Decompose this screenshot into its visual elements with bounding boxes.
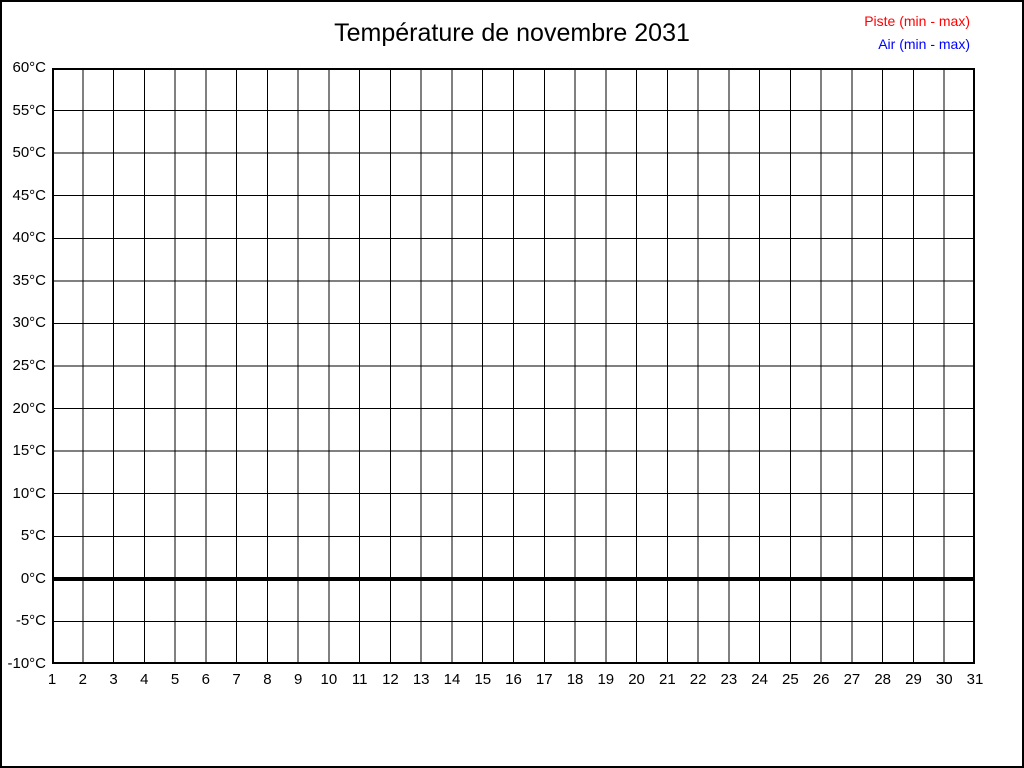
x-tick-label: 23 [720,671,738,688]
chart-title: Température de novembre 2031 [334,19,690,47]
x-tick-label: 7 [232,671,241,688]
x-tick-label: 3 [109,671,118,688]
y-tick-label: 5°C [20,527,46,545]
x-tick-label: 4 [140,671,149,688]
y-tick-label: 50°C [12,144,46,162]
x-tick-label: 19 [597,671,615,688]
plot-border [52,68,975,664]
legend: Piste (min - max) Air (min - max) [864,10,970,56]
x-tick-label: 11 [351,671,368,688]
y-tick-label: 55°C [12,101,46,119]
x-tick-label: 25 [782,671,799,688]
x-tick-label: 2 [78,671,87,688]
y-tick-label: 25°C [12,357,46,374]
y-tick-label: 30°C [12,314,46,332]
x-tick-label: 1 [47,671,57,688]
x-tick-label: 20 [628,671,645,688]
x-tick-label: 14 [443,671,461,688]
y-tick-label: 35°C [12,271,46,289]
y-tick-label: 10°C [12,484,46,502]
y-tick-label: 15°C [12,442,46,460]
x-tick-label: 8 [263,671,272,688]
x-tick-label: 5 [170,671,180,688]
x-tick-label: 28 [874,671,892,688]
x-tick-label: 9 [293,671,303,688]
y-tick-label: 40°C [12,229,46,247]
x-tick-label: 24 [751,671,768,688]
x-tick-label: 17 [535,671,553,688]
y-tick-label: -5°C [15,612,46,630]
y-tick-label: 20°C [12,399,46,417]
x-tick-label: 21 [658,671,676,688]
legend-item-air: Air (min - max) [878,36,970,52]
x-tick-label: 16 [505,671,522,688]
y-tick-label: 0°C [20,569,46,587]
y-tick-label: -10°C [7,655,46,672]
x-tick-label: 18 [566,671,584,688]
x-tick-label: 6 [201,671,210,688]
y-tick-label: 60°C [12,59,46,76]
x-tick-label: 29 [905,671,922,688]
x-tick-label: 27 [843,671,861,688]
x-tick-label: 30 [935,671,953,688]
legend-item-piste: Piste (min - max) [864,13,970,29]
plot-grid [52,68,975,664]
x-tick-label: 12 [382,671,399,688]
x-tick-label: 15 [474,671,492,688]
x-tick-label: 13 [412,671,430,688]
x-tick-label: 31 [966,671,984,688]
x-tick-label: 10 [320,671,338,688]
x-tick-label: 22 [689,671,707,688]
x-tick-label: 26 [812,671,830,688]
y-tick-label: 45°C [12,186,46,204]
